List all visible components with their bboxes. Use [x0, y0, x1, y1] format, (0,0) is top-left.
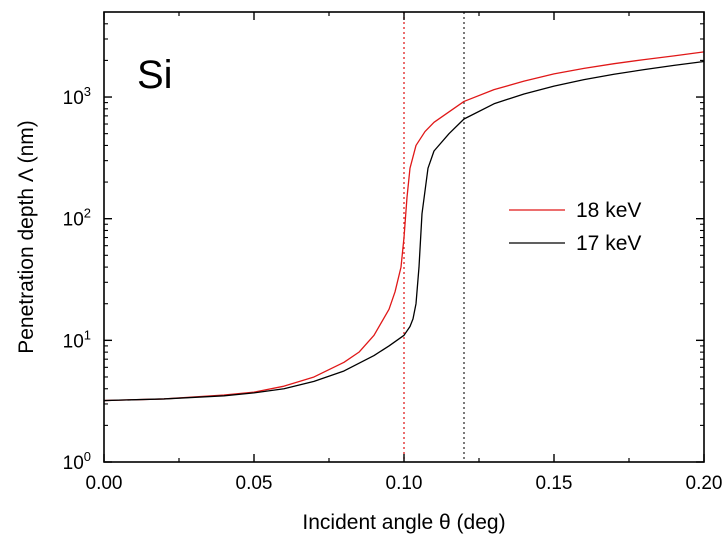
data-series [103, 51, 705, 402]
x-axis-label: Incident angle θ (deg) [302, 511, 505, 534]
x-axis-ticks: 0.00 0.05 0.10 0.15 0.20 [86, 12, 723, 494]
x-tick-label: 0.05 [236, 473, 273, 494]
y-tick-label: 103 [63, 84, 91, 109]
legend-label-1: 17 keV [576, 232, 641, 255]
y-axis-label: Penetration depth Λ (nm) [15, 120, 38, 354]
legend-label-0: 18 keV [576, 199, 641, 222]
legend: 18 keV 17 keV [509, 199, 641, 255]
y-axis-ticks: 100 101 102 103 [63, 23, 704, 474]
element-annotation: Si [137, 53, 173, 97]
y-tick-label: 101 [63, 327, 91, 352]
y-tick-label: 100 [63, 449, 91, 474]
series-line-0 [103, 51, 705, 402]
y-tick-label: 102 [63, 206, 91, 231]
x-tick-label: 0.20 [686, 473, 723, 494]
x-tick-label: 0.15 [536, 473, 573, 494]
x-tick-label: 0.00 [86, 473, 123, 494]
series-line-1 [103, 60, 705, 402]
x-tick-label: 0.10 [386, 473, 423, 494]
